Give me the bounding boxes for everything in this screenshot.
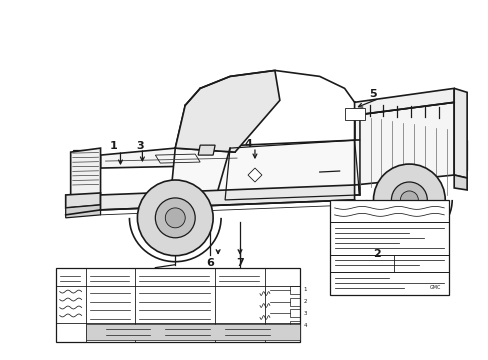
Text: 6: 6 <box>206 258 214 268</box>
Bar <box>289 310 299 318</box>
Polygon shape <box>453 175 466 190</box>
Text: 3: 3 <box>136 141 144 151</box>
Circle shape <box>165 208 185 228</box>
Circle shape <box>400 191 417 209</box>
Bar <box>56 268 299 342</box>
Text: 3: 3 <box>303 311 306 316</box>
Circle shape <box>390 182 427 218</box>
Polygon shape <box>175 71 279 152</box>
Circle shape <box>373 164 444 236</box>
Text: 7: 7 <box>236 258 244 268</box>
Polygon shape <box>247 168 262 182</box>
Polygon shape <box>354 102 453 185</box>
Bar <box>289 321 299 329</box>
Bar <box>73 150 99 166</box>
Bar <box>329 200 448 294</box>
Text: 1: 1 <box>109 141 117 151</box>
Polygon shape <box>101 185 354 210</box>
Bar <box>289 285 299 293</box>
Text: 1: 1 <box>303 287 306 292</box>
Polygon shape <box>354 88 453 115</box>
Polygon shape <box>71 148 101 200</box>
Polygon shape <box>198 145 215 155</box>
Text: 2: 2 <box>303 299 306 304</box>
Polygon shape <box>65 205 101 218</box>
Text: 4: 4 <box>303 323 306 328</box>
Circle shape <box>155 198 195 238</box>
Polygon shape <box>170 140 359 200</box>
Polygon shape <box>101 148 240 168</box>
Text: 2: 2 <box>373 249 381 259</box>
Polygon shape <box>453 88 466 178</box>
Text: 4: 4 <box>244 139 251 149</box>
Polygon shape <box>65 193 101 208</box>
Bar <box>344 108 364 120</box>
Bar <box>85 324 299 340</box>
Bar <box>289 298 299 306</box>
Bar <box>453 140 466 170</box>
Circle shape <box>137 180 213 256</box>
Text: GMC: GMC <box>429 284 440 289</box>
Text: 5: 5 <box>368 89 376 99</box>
